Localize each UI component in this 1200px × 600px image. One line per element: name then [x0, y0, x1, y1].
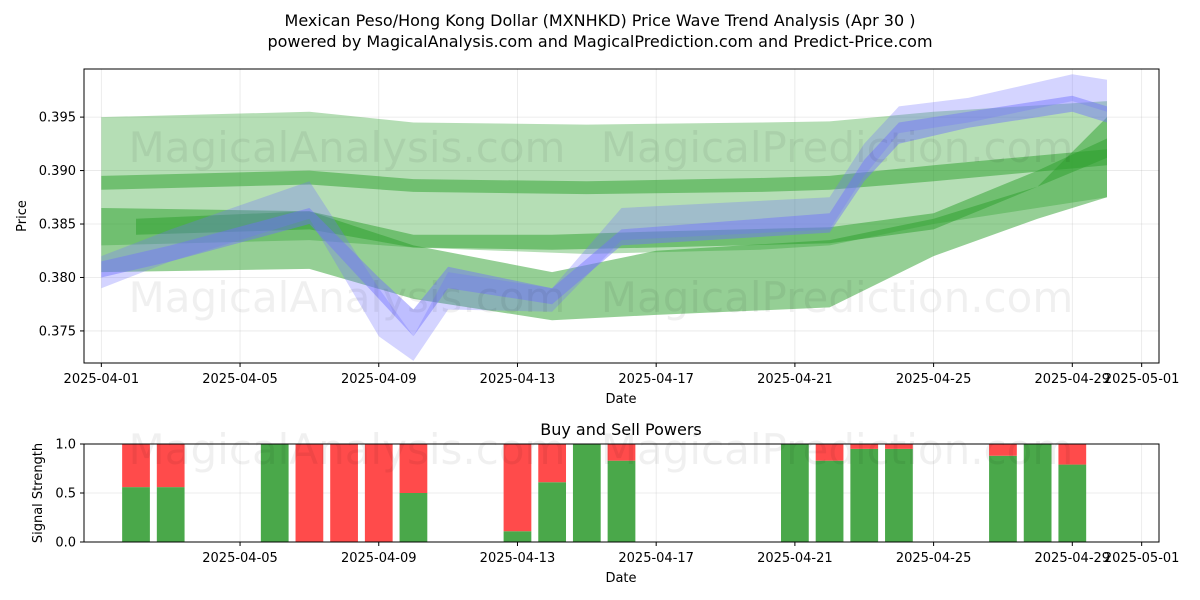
buy-power-bar: [260, 444, 289, 542]
buy-power-bar: [399, 493, 428, 542]
watermark-analysis-mid: MagicalAnalysis.com: [129, 273, 566, 322]
price-y-tick-label: 0.380: [39, 271, 76, 286]
price-x-axis-label: Date: [605, 392, 636, 407]
price-x-tick-label: 2025-04-05: [202, 372, 278, 387]
signal-x-tick-label: 2025-04-13: [480, 551, 556, 566]
buy-power-bar: [503, 531, 532, 542]
signal-y-tick-label: 0.0: [55, 536, 76, 551]
signal-bars: [122, 444, 1087, 542]
buy-power-bar: [122, 487, 150, 542]
signal-x-tick-label: 2025-04-17: [618, 551, 694, 566]
signal-x-axis: 2025-04-05 2025-04-09 2025-04-13 2025-04-17…: [202, 542, 1179, 566]
buy-power-bar: [781, 444, 809, 542]
sell-power-bar: [122, 444, 150, 488]
price-y-tick-label: 0.375: [39, 324, 76, 339]
price-x-tick-label: 2025-04-17: [618, 372, 694, 387]
green-wave-band: [101, 149, 1108, 195]
sell-power-bar: [503, 444, 532, 532]
buy-power-bar: [572, 444, 601, 542]
buy-power-bar: [815, 460, 844, 542]
buy-power-bar: [1023, 444, 1052, 542]
sell-power-bar: [850, 444, 879, 449]
signal-x-tick-label: 2025-04-09: [341, 551, 417, 566]
sell-power-bar: [885, 444, 913, 449]
sell-power-bar: [399, 444, 428, 493]
buy-power-bar: [1058, 464, 1087, 542]
sell-power-bar: [538, 444, 567, 483]
price-y-tick-label: 0.395: [39, 111, 76, 126]
blue-wave-band: [101, 95, 1108, 337]
watermark-prediction-bottom: MagicalPrediction.com: [601, 425, 1074, 474]
watermark-prediction-mid: MagicalPrediction.com: [601, 273, 1074, 322]
price-y-axis-label: Price: [15, 200, 30, 232]
price-x-tick-label: 2025-04-13: [480, 372, 556, 387]
green-wave-band: [101, 101, 1108, 254]
chart-subtitle: powered by MagicalAnalysis.com and Magic…: [267, 32, 932, 51]
signal-y-tick-label: 1.0: [55, 438, 76, 453]
sell-power-bar: [364, 444, 393, 542]
signal-x-tick-label: 2025-05-01: [1104, 551, 1180, 566]
price-x-tick-label: 2025-04-21: [757, 372, 833, 387]
buy-power-bar: [156, 487, 185, 542]
price-y-tick-label: 0.385: [39, 218, 76, 233]
buy-power-bar: [607, 460, 636, 542]
watermark-prediction-top: MagicalPrediction.com: [601, 123, 1074, 172]
buy-power-bar: [538, 482, 567, 542]
price-x-tick-label: 2025-04-01: [64, 372, 140, 387]
price-bands: [101, 74, 1108, 361]
sell-power-bar: [815, 444, 844, 461]
signal-plot-title: Buy and Sell Powers: [540, 420, 702, 439]
blue-wave-band: [101, 74, 1108, 361]
signal-plot: Buy and Sell Powers MagicalAnalysis.com …: [31, 420, 1179, 586]
price-x-axis: 2025-04-01 2025-04-05 2025-04-09 2025-04-13…: [64, 363, 1180, 387]
sell-power-bar: [156, 444, 185, 488]
sell-power-bar: [607, 444, 636, 461]
buy-power-bar: [885, 448, 913, 542]
watermark-analysis-bottom: MagicalAnalysis.com: [129, 425, 566, 474]
signal-y-tick-label: 0.5: [55, 487, 76, 502]
price-x-tick-label: 2025-05-01: [1104, 372, 1180, 387]
watermark-analysis-top: MagicalAnalysis.com: [129, 123, 566, 172]
signal-x-tick-label: 2025-04-29: [1035, 551, 1111, 566]
price-plot-frame: [83, 68, 1160, 364]
price-plot: MagicalAnalysis.com MagicalPrediction.co…: [15, 68, 1180, 407]
price-y-tick-label: 0.390: [39, 164, 76, 179]
price-x-tick-label: 2025-04-25: [896, 372, 972, 387]
price-x-tick-label: 2025-04-09: [341, 372, 417, 387]
price-y-axis: 0.375 0.380 0.385 0.390 0.395: [39, 111, 84, 339]
signal-x-axis-label: Date: [605, 571, 636, 586]
chart-title: Mexican Peso/Hong Kong Dollar (MXNHKD) P…: [285, 11, 916, 30]
signal-x-tick-label: 2025-04-21: [757, 551, 833, 566]
sell-power-bar: [330, 444, 358, 542]
signal-y-axis-label: Signal Strength: [31, 443, 46, 543]
sell-power-bar: [1058, 444, 1087, 465]
sell-power-bar: [989, 444, 1017, 456]
buy-power-bar: [989, 455, 1017, 542]
signal-y-axis: 0.0 0.5 1.0: [55, 438, 84, 551]
sell-power-bar: [295, 444, 324, 542]
signal-x-tick-label: 2025-04-25: [896, 551, 972, 566]
signal-x-tick-label: 2025-04-05: [202, 551, 278, 566]
green-wave-band: [101, 117, 1108, 321]
buy-power-bar: [850, 448, 879, 542]
price-x-tick-label: 2025-04-29: [1035, 372, 1111, 387]
